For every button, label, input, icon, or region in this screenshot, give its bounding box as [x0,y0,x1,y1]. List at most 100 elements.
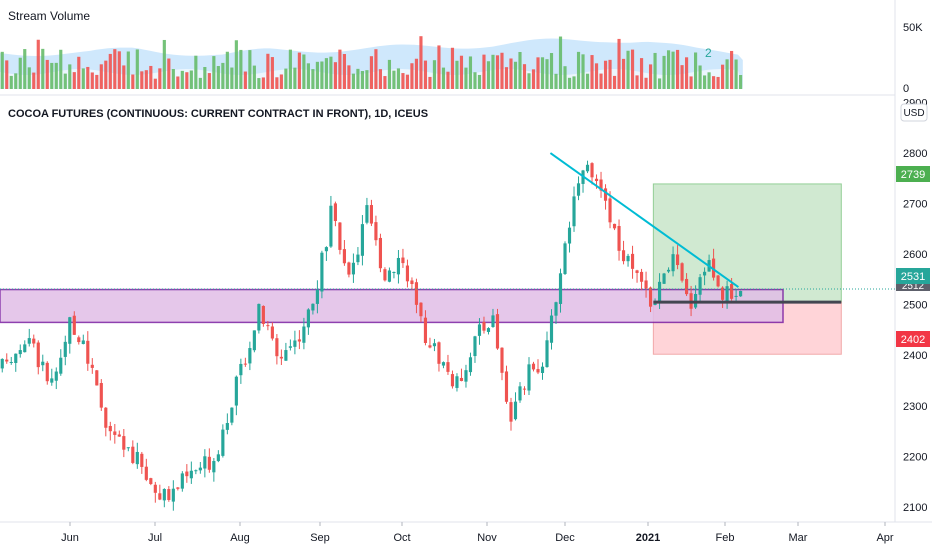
volume-bar [81,68,85,89]
candle-body [288,346,292,348]
volume-bar [703,75,707,89]
volume-bar [635,75,639,89]
candle-body [144,466,148,480]
volume-bar [104,60,108,89]
candle-body [270,326,274,339]
support-zone-rect[interactable] [0,288,784,324]
candle-body [167,489,171,500]
candle-body [198,467,202,471]
volume-bar [500,52,504,89]
volume-bar [261,77,265,89]
candle-body [216,454,220,462]
volume-bar [41,48,45,89]
volume-bar [5,60,9,89]
candle-body [86,340,90,364]
price-badges: 2739 2512 2531 2402 [896,166,930,347]
volume-bar [342,54,346,89]
volume-bar [486,61,491,89]
volume-bar [365,70,369,89]
support-zone[interactable] [0,288,784,324]
x-tick-label: 2021 [636,532,660,544]
price-axis[interactable]: 210022002300240025002600270028002900 [903,98,927,514]
volume-bar [275,77,279,89]
volume-bar [122,65,126,89]
volume-bar [414,58,419,89]
candle-body [77,337,81,343]
candle-body [149,478,153,485]
y-tick-label: 2400 [903,350,927,362]
x-tick-label: Dec [555,532,575,544]
volume-bar [455,60,459,89]
time-axis[interactable]: Jun Jul Aug Sep Oct Nov Dec 2021 Feb Mar Apr [61,522,894,544]
profit-zone[interactable] [652,183,842,303]
volume-bar [468,56,473,89]
volume-bar [549,53,554,89]
volume-bar [167,58,171,89]
volume-bar [284,68,288,89]
volume-bar [432,60,437,89]
candle-body [495,314,500,349]
volume-bar [369,56,374,89]
candle-body [369,205,374,224]
x-tick-label: Nov [477,532,497,544]
candle-body [360,224,364,256]
candle-body [378,237,383,269]
drawing-overlays[interactable] [0,152,895,304]
candle-body [176,487,180,489]
x-tick-label: Jun [61,532,79,544]
candle-body [666,269,671,272]
volume-bar [698,65,702,89]
volume-bar [396,68,401,89]
volume-bar [36,39,40,89]
volume-bar [270,57,274,89]
volume-bar [360,71,364,89]
symbol-title: COCOA FUTURES (CONTINUOUS: CURRENT CONTR… [8,108,428,120]
candle-body [153,484,157,493]
candle-body [185,471,189,477]
volume-bar [428,76,432,89]
volume-bar [464,67,468,89]
volume-bar [171,69,175,89]
candle-body [662,273,666,284]
y-tick-label: 2500 [903,300,927,312]
volume-bar [558,36,563,89]
volume-bar [725,59,729,89]
candle-body [423,317,428,344]
candle-body [356,254,360,263]
candle-body [41,361,45,366]
current-price-badge [896,268,930,284]
volume-bar [657,78,662,89]
volume-bar [491,54,495,89]
volume-bar [347,65,351,89]
volume-bar [419,36,423,89]
volume-bar [72,72,76,89]
candle-body [261,305,265,324]
volume-scale-top: 50K [903,22,923,34]
volume-bar [495,55,500,89]
candle-body [162,489,166,501]
volume-bar [216,66,220,89]
candle-body [572,196,576,227]
trendline[interactable] [549,152,739,288]
volume-bar [68,64,72,89]
volume-bar [248,50,252,89]
volume-bar [671,51,675,89]
volume-bar [477,74,482,89]
volume-bar [140,71,144,89]
volume-bar [230,67,234,89]
volume-bar [734,59,738,89]
candle-body [99,383,103,408]
candle-body [567,227,572,244]
volume-bar [297,52,301,89]
candle-body [72,315,76,335]
volume-bar [612,75,617,89]
candle-body [576,183,581,196]
volume-bar [730,50,734,89]
candle-body [477,324,482,336]
currency-box[interactable] [900,103,928,122]
candle-body [549,315,554,343]
candle-body [207,456,211,470]
candle-body [554,302,558,316]
volume-bar [392,70,396,89]
